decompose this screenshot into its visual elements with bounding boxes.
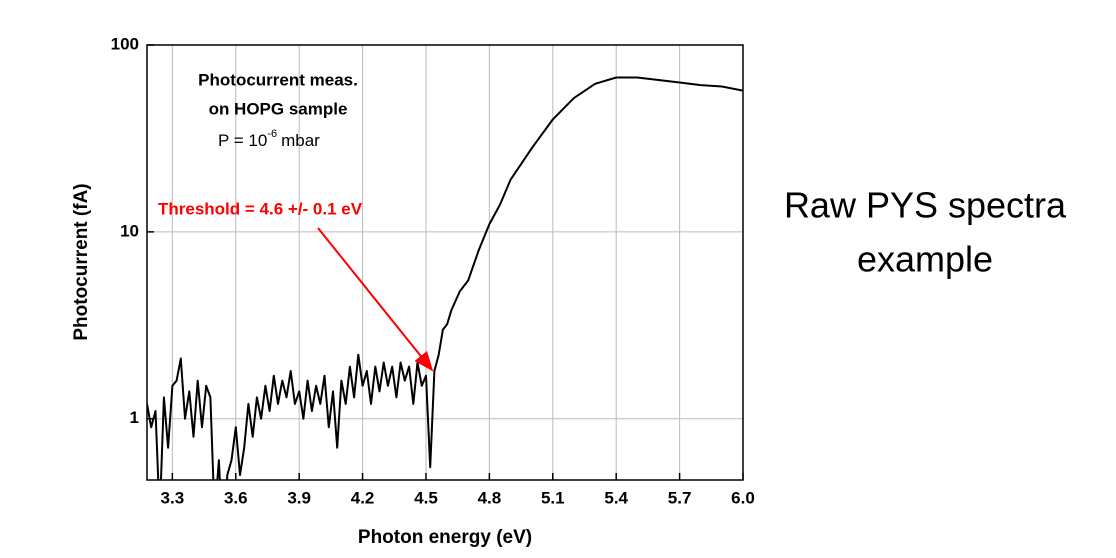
threshold-label: Threshold = 4.6 +/- 0.1 eV xyxy=(158,199,363,218)
pressure-exponent: -6 xyxy=(267,128,277,140)
note-line: Photocurrent meas. xyxy=(198,70,358,89)
pressure-text: P = 10 xyxy=(218,131,267,150)
x-tick-label: 3.3 xyxy=(161,488,185,507)
y-tick-label: 10 xyxy=(120,221,139,240)
x-tick-label: 5.1 xyxy=(541,488,565,507)
x-tick-label: 3.9 xyxy=(287,488,311,507)
side-text: Raw PYS spectra xyxy=(784,185,1067,226)
pressure-note: P = 10-6 mbar xyxy=(218,128,320,151)
side-text: example xyxy=(857,239,993,280)
x-tick-label: 4.2 xyxy=(351,488,375,507)
x-tick-label: 4.8 xyxy=(478,488,502,507)
data-line xyxy=(147,76,743,480)
y-axis-label: Photocurrent (fA) xyxy=(71,183,92,340)
x-tick-label: 4.5 xyxy=(414,488,438,507)
plot-frame xyxy=(146,44,744,481)
y-tick-label: 100 xyxy=(111,34,139,53)
x-axis-label: Photon energy (eV) xyxy=(358,527,532,548)
note-line: on HOPG sample xyxy=(209,99,348,118)
x-tick-label: 6.0 xyxy=(731,488,755,507)
pressure-unit: mbar xyxy=(281,131,320,150)
y-tick-label: 1 xyxy=(130,408,139,427)
x-tick-label: 5.7 xyxy=(668,488,692,507)
plot-area xyxy=(147,76,743,480)
x-tick-label: 5.4 xyxy=(604,488,628,507)
threshold-arrow xyxy=(317,227,434,372)
x-tick-label: 3.6 xyxy=(224,488,248,507)
